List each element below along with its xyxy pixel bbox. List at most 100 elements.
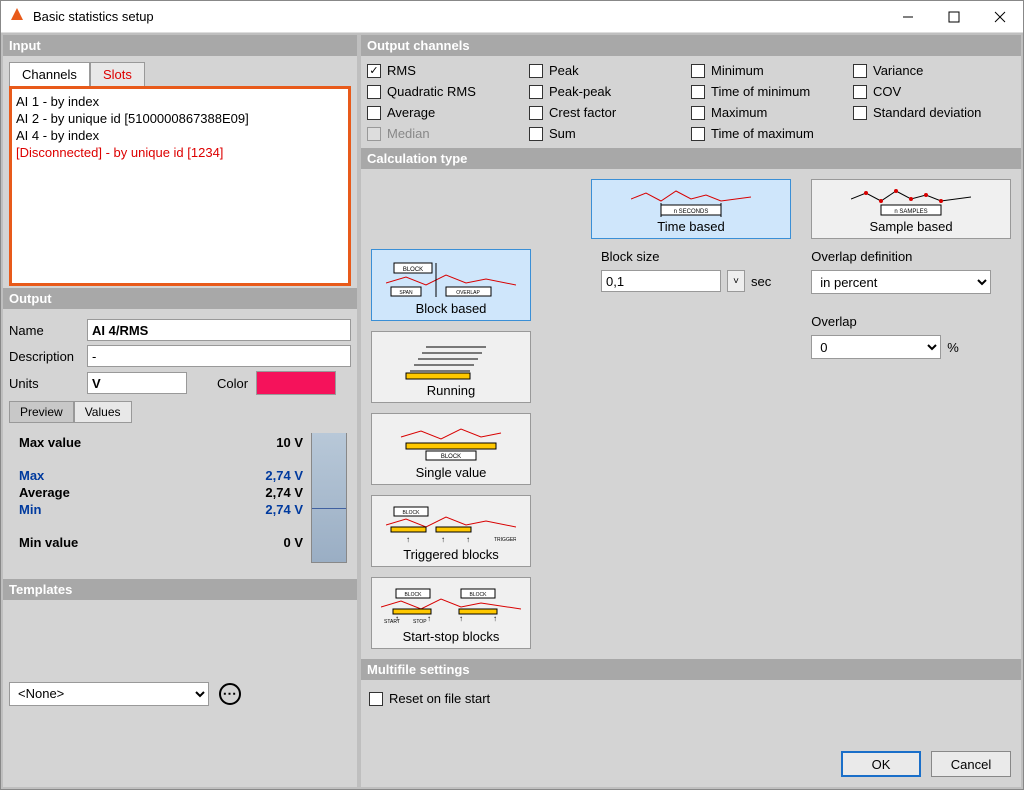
calc-single-value[interactable]: BLOCK Single value <box>371 413 531 485</box>
color-picker[interactable] <box>256 371 336 395</box>
list-item-disconnected[interactable]: [Disconnected] - by unique id [1234] <box>16 144 344 161</box>
input-listbox[interactable]: AI 1 - by index AI 2 - by unique id [510… <box>9 86 351 286</box>
check-minimum[interactable]: Minimum <box>691 60 853 81</box>
check-peak[interactable]: Peak <box>529 60 691 81</box>
titlebar: Basic statistics setup <box>1 1 1023 33</box>
list-item[interactable]: AI 2 - by unique id [5100000867388E09] <box>16 110 344 127</box>
checkbox-icon <box>529 64 543 78</box>
overlap-def-select[interactable]: in percent <box>811 270 991 294</box>
avg-label: Average <box>19 485 70 500</box>
svg-text:↑: ↑ <box>406 535 410 544</box>
template-select[interactable]: <None> <box>9 682 209 706</box>
preview-panel: Max value10 V Max2,74 V Average2,74 V Mi… <box>9 423 351 573</box>
start-stop-icon: BLOCK BLOCK START STOP ↑↑ ↑↑ <box>381 587 521 627</box>
output-header: Output <box>3 288 357 309</box>
maxvalue-label: Max value <box>19 435 81 450</box>
checkbox-icon <box>529 106 543 120</box>
minvalue-value: 0 V <box>283 535 303 550</box>
output-section: Name Description Units Color Preview Val… <box>3 309 357 579</box>
svg-text:↑: ↑ <box>395 614 399 623</box>
checkbox-icon <box>691 106 705 120</box>
tab-slots[interactable]: Slots <box>90 62 145 86</box>
check-average[interactable]: Average <box>367 102 529 123</box>
checkbox-icon <box>691 64 705 78</box>
checkbox-icon <box>367 127 381 141</box>
tab-channels[interactable]: Channels <box>9 62 90 86</box>
svg-text:TRIGGERS: TRIGGERS <box>494 537 516 543</box>
dialog-footer: OK Cancel <box>361 741 1021 787</box>
multifile-section: Reset on file start <box>361 680 1021 717</box>
template-more-icon[interactable]: ⋯ <box>219 683 241 705</box>
units-label: Units <box>9 376 87 391</box>
block-size-input[interactable] <box>601 270 721 292</box>
check-time-of-maximum[interactable]: Time of maximum <box>691 123 853 144</box>
svg-text:BLOCK: BLOCK <box>405 592 423 598</box>
calc-running[interactable]: Running <box>371 331 531 403</box>
min-label: Min <box>19 502 41 517</box>
check-standard-deviation[interactable]: Standard deviation <box>853 102 1015 123</box>
overlap-unit: % <box>947 340 959 355</box>
triggered-blocks-icon: BLOCK ↑↑↑ TRIGGERS <box>386 505 516 545</box>
max-value: 2,74 V <box>265 468 303 483</box>
check-peak-peak[interactable]: Peak-peak <box>529 81 691 102</box>
check-crest-factor[interactable]: Crest factor <box>529 102 691 123</box>
svg-text:BLOCK: BLOCK <box>441 454 461 460</box>
minimize-button[interactable] <box>885 1 931 33</box>
description-input[interactable] <box>87 345 351 367</box>
ok-button[interactable]: OK <box>841 751 921 777</box>
svg-text:↑: ↑ <box>427 614 431 623</box>
svg-text:OVERLAP: OVERLAP <box>456 290 480 296</box>
calc-section: n SECONDS Time based n SAMPLES Sample ba… <box>361 169 1021 659</box>
checkbox-icon <box>369 692 383 706</box>
svg-text:STOP: STOP <box>413 619 427 625</box>
overlap-select[interactable]: 0 <box>811 335 941 359</box>
calc-triggered-blocks[interactable]: BLOCK ↑↑↑ TRIGGERS Triggered blocks <box>371 495 531 567</box>
block-size-label: Block size <box>601 249 771 264</box>
single-value-icon: BLOCK <box>396 423 506 463</box>
avg-value: 2,74 V <box>265 485 303 500</box>
window-title: Basic statistics setup <box>33 9 885 24</box>
name-input[interactable] <box>87 319 351 341</box>
cancel-button[interactable]: Cancel <box>931 751 1011 777</box>
multifile-header: Multifile settings <box>361 659 1021 680</box>
check-time-of-minimum[interactable]: Time of minimum <box>691 81 853 102</box>
overlap-label: Overlap <box>811 314 991 329</box>
checkbox-icon: ✓ <box>367 64 381 78</box>
checkbox-icon <box>853 64 867 78</box>
input-header: Input <box>3 35 357 56</box>
check-cov[interactable]: COV <box>853 81 1015 102</box>
check-rms[interactable]: ✓RMS <box>367 60 529 81</box>
calc-sample-based[interactable]: n SAMPLES Sample based <box>811 179 1011 239</box>
chevron-down-icon[interactable]: ˅ <box>727 270 745 292</box>
dialog-window: Basic statistics setup Input Channels Sl… <box>0 0 1024 790</box>
block-based-icon: BLOCK SPAN OVERLAP <box>386 259 516 299</box>
list-item[interactable]: AI 1 - by index <box>16 93 344 110</box>
svg-text:n SECONDS: n SECONDS <box>674 209 709 215</box>
check-quadratic-rms[interactable]: Quadratic RMS <box>367 81 529 102</box>
checkbox-icon <box>529 127 543 141</box>
units-input[interactable] <box>87 372 187 394</box>
check-variance[interactable]: Variance <box>853 60 1015 81</box>
checkbox-icon <box>529 85 543 99</box>
svg-text:↑: ↑ <box>459 614 463 623</box>
calc-header: Calculation type <box>361 148 1021 169</box>
calc-block-based[interactable]: BLOCK SPAN OVERLAP Block based <box>371 249 531 321</box>
svg-text:SPAN: SPAN <box>399 290 413 296</box>
check-sum[interactable]: Sum <box>529 123 691 144</box>
tab-preview[interactable]: Preview <box>9 401 74 423</box>
list-item[interactable]: AI 4 - by index <box>16 127 344 144</box>
svg-text:n SAMPLES: n SAMPLES <box>894 209 927 215</box>
left-column: Input Channels Slots AI 1 - by index AI … <box>1 33 359 789</box>
calc-time-based[interactable]: n SECONDS Time based <box>591 179 791 239</box>
reset-on-file-start-check[interactable]: Reset on file start <box>369 688 1013 709</box>
maximize-button[interactable] <box>931 1 977 33</box>
check-maximum[interactable]: Maximum <box>691 102 853 123</box>
maxvalue-value: 10 V <box>276 435 303 450</box>
tab-values[interactable]: Values <box>74 401 132 423</box>
right-column: Output channels ✓RMSQuadratic RMSAverage… <box>359 33 1023 789</box>
min-value: 2,74 V <box>265 502 303 517</box>
app-logo-icon <box>9 6 25 27</box>
close-button[interactable] <box>977 1 1023 33</box>
calc-start-stop-blocks[interactable]: BLOCK BLOCK START STOP ↑↑ ↑↑ Start-stop <box>371 577 531 649</box>
overlap-def-label: Overlap definition <box>811 249 991 264</box>
